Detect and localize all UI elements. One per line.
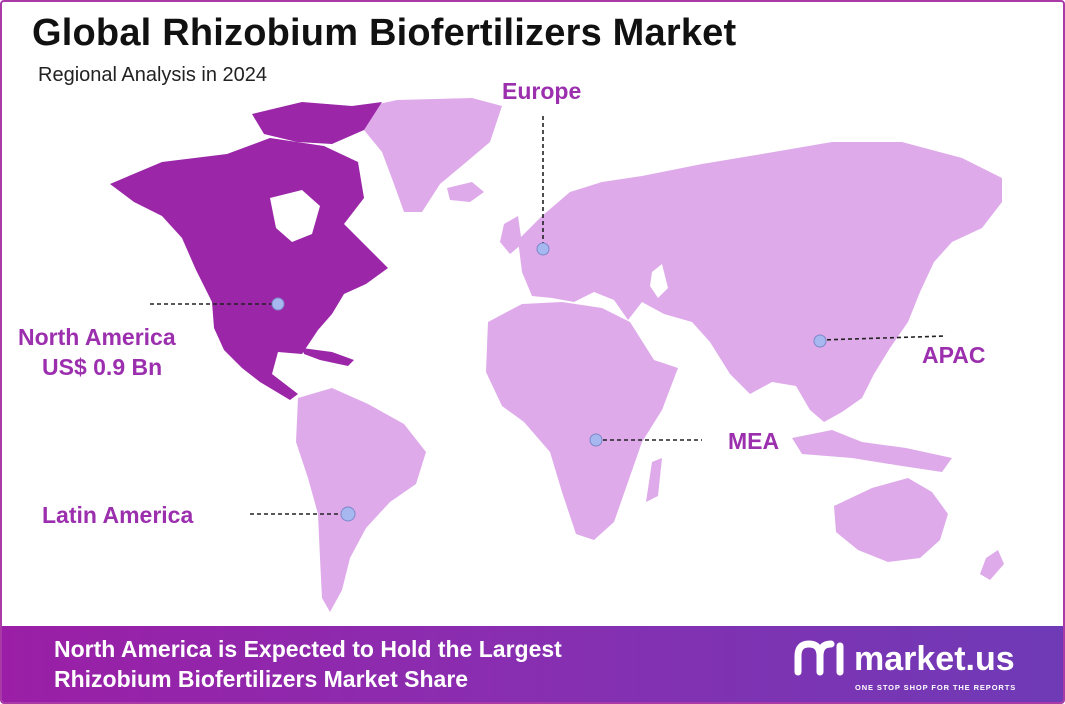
north-america-shape bbox=[110, 138, 388, 400]
footer-headline-line-2: Rhizobium Biofertilizers Market Share bbox=[54, 666, 469, 692]
japan-shape bbox=[892, 252, 924, 324]
iceland-shape bbox=[447, 182, 484, 202]
greenland-shape bbox=[352, 98, 502, 212]
uk-shape bbox=[500, 216, 522, 254]
europe-marker bbox=[536, 242, 550, 256]
indonesia-shape bbox=[792, 430, 952, 472]
market-us-logo-icon bbox=[794, 640, 844, 676]
brand-name: market.us bbox=[854, 640, 1015, 678]
brand-tagline: ONE STOP SHOP FOR THE REPORTS bbox=[855, 683, 1017, 692]
africa-shape bbox=[486, 302, 678, 540]
mea-marker bbox=[589, 433, 603, 447]
north-america-marker bbox=[271, 297, 285, 311]
north-america-label: North America bbox=[18, 324, 176, 350]
latin-america-marker bbox=[340, 506, 356, 522]
caribbean-shape bbox=[302, 348, 354, 366]
footer-headline-line-1: North America is Expected to Hold the La… bbox=[54, 636, 562, 662]
apac-label: APAC bbox=[922, 342, 986, 368]
europe-label: Europe bbox=[502, 78, 582, 104]
madagascar-shape bbox=[646, 458, 662, 502]
apac-marker bbox=[813, 334, 827, 348]
hudson-bay-shape bbox=[270, 190, 320, 242]
mea-label: MEA bbox=[728, 428, 780, 454]
new-zealand-shape bbox=[980, 550, 1004, 580]
page-subtitle: Regional Analysis in 2024 bbox=[38, 64, 268, 86]
brand-logo: market.us ONE STOP SHOP FOR THE REPORTS bbox=[792, 636, 1015, 692]
apac-connector-line bbox=[819, 335, 947, 341]
caspian-sea-shape bbox=[650, 264, 668, 298]
eurasia-shape bbox=[518, 142, 1002, 422]
arctic-islands-shape bbox=[252, 102, 382, 144]
page-title: Global Rhizobium Biofertilizers Market bbox=[32, 12, 737, 54]
south-america-shape bbox=[296, 388, 426, 612]
world-map bbox=[110, 98, 1004, 612]
north-america-value: US$ 0.9 Bn bbox=[42, 354, 163, 380]
footer-banner: North America is Expected to Hold the La… bbox=[2, 626, 1063, 702]
australia-shape bbox=[834, 478, 948, 562]
latin-america-label: Latin America bbox=[42, 502, 194, 528]
